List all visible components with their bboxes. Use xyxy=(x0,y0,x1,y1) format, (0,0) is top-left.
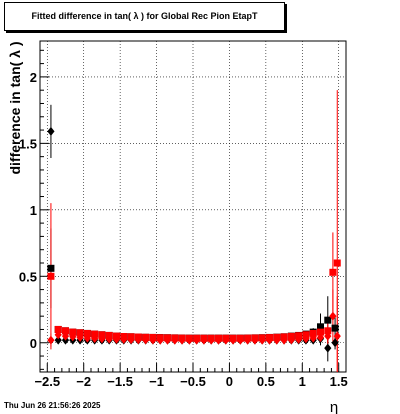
data-point-diamond xyxy=(127,335,135,345)
data-point-diamond xyxy=(54,330,62,340)
data-point-diamond xyxy=(98,334,106,344)
x-axis: −2.5 −2 −1.5 −1 −0.5 0 0.5 1 1.5 xyxy=(34,363,348,389)
data-point-diamond xyxy=(324,331,332,341)
chart-title-box: Fitted difference in tan( λ ) for Global… xyxy=(4,2,285,31)
timestamp: Thu Jun 26 21:56:26 2025 xyxy=(4,401,101,410)
chart-title: Fitted difference in tan( λ ) for Global… xyxy=(31,11,258,21)
data-point-diamond xyxy=(316,332,325,342)
data-point-square xyxy=(333,259,341,267)
data-point-square xyxy=(324,327,332,335)
data-point-diamond xyxy=(295,334,303,344)
data-point-diamond xyxy=(200,335,208,345)
data-point-diamond xyxy=(134,335,142,345)
data-point-diamond xyxy=(156,335,164,345)
data-point-diamond xyxy=(229,335,237,345)
data-point-square xyxy=(331,324,339,332)
data-point-diamond xyxy=(193,335,201,345)
data-point-diamond xyxy=(120,334,128,344)
data-point-square xyxy=(62,327,69,335)
data-point-diamond xyxy=(222,335,230,345)
y-tick-label: 1 xyxy=(30,203,37,218)
data-point-diamond xyxy=(309,333,317,343)
data-point-diamond xyxy=(287,335,295,345)
data-point-diamond xyxy=(258,335,266,345)
data-point-diamond xyxy=(76,332,84,342)
error-bars xyxy=(48,90,340,372)
x-tick-label: 1.5 xyxy=(330,374,348,389)
data-point-diamond xyxy=(163,335,172,345)
data-point-diamond xyxy=(280,335,288,345)
data-point-diamond xyxy=(251,335,259,345)
x-tick-label: −2.5 xyxy=(34,374,60,389)
x-tick-label: −0.5 xyxy=(180,374,206,389)
data-point-diamond xyxy=(171,335,179,345)
data-point-diamond xyxy=(244,335,252,345)
y-tick-label: 0.5 xyxy=(19,269,37,284)
y-axis: 0 0.5 1 1.5 2 xyxy=(19,49,49,370)
grid xyxy=(40,41,346,372)
data-point-diamond xyxy=(331,338,339,348)
data-point-diamond xyxy=(47,335,55,345)
data-point-diamond xyxy=(105,334,113,344)
data-point-diamond xyxy=(302,334,310,344)
data-point-square xyxy=(47,264,55,272)
data-point-diamond xyxy=(324,343,332,353)
data-point-diamond xyxy=(69,332,77,342)
y-tick-label: 0 xyxy=(30,336,37,351)
data-point-diamond xyxy=(329,311,337,321)
data-point-square xyxy=(76,329,84,337)
data-markers xyxy=(47,126,341,353)
data-point-diamond xyxy=(112,334,121,344)
x-tick-label: −1 xyxy=(149,374,164,389)
data-point-square xyxy=(317,323,324,331)
data-point-diamond xyxy=(273,335,281,345)
data-point-square xyxy=(47,272,55,280)
x-tick-label: −2 xyxy=(76,374,91,389)
data-point-diamond xyxy=(91,334,99,344)
data-point-diamond xyxy=(185,335,193,345)
data-point-square xyxy=(69,328,77,336)
y-tick-label: 1.5 xyxy=(19,136,37,151)
data-point-diamond xyxy=(236,335,244,345)
data-point-diamond xyxy=(54,335,62,345)
data-point-diamond xyxy=(47,126,55,136)
x-tick-label: 0.5 xyxy=(257,374,275,389)
data-point-diamond xyxy=(142,335,150,345)
data-point-square xyxy=(317,328,324,336)
y-tick-label: 2 xyxy=(30,70,37,85)
x-tick-label: 1 xyxy=(299,374,306,389)
data-point-diamond xyxy=(207,335,215,345)
data-point-square xyxy=(83,329,91,337)
data-point-square xyxy=(309,329,317,337)
data-point-diamond xyxy=(149,335,157,345)
data-point-square xyxy=(329,268,337,276)
y-axis-label: difference in tan( λ ) xyxy=(7,41,23,174)
data-point-diamond xyxy=(61,331,70,341)
data-point-diamond xyxy=(333,331,341,341)
data-point-diamond xyxy=(178,335,186,345)
data-point-diamond xyxy=(83,333,91,343)
data-point-square xyxy=(324,316,332,324)
data-point-diamond xyxy=(214,335,223,345)
x-tick-label: −1.5 xyxy=(107,374,133,389)
data-point-diamond xyxy=(265,335,274,345)
x-axis-label: η xyxy=(330,399,338,414)
x-tick-label: 0 xyxy=(226,374,233,389)
data-point-square xyxy=(54,325,62,333)
